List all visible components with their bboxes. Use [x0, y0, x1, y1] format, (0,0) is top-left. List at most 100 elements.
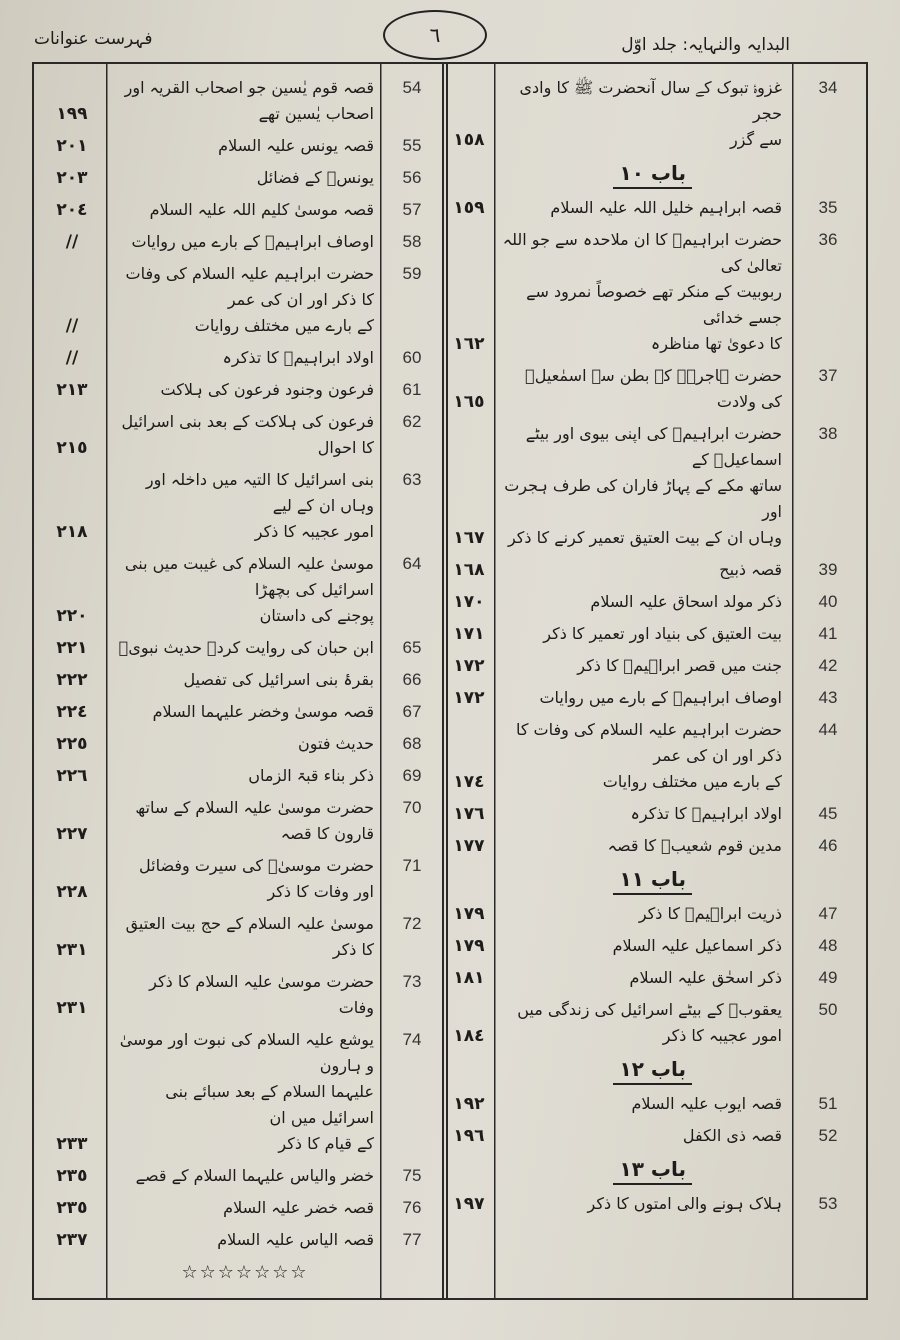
- entry-title: ذکر اسماعیل علیہ السلام: [492, 933, 790, 959]
- entry-number: 41: [818, 624, 838, 643]
- entry-page-number: ٢٢٧: [56, 824, 88, 844]
- chapter-heading: باب ١١: [613, 865, 692, 895]
- table-row: 68 حدیث فتون ٢٢٥: [34, 728, 442, 760]
- entry-page-number: ١٧٦: [453, 804, 485, 824]
- chapter-heading-cell: باب ١٢: [492, 1055, 790, 1085]
- table-row: 58 اوصاف ابراہیمؑ کے بارے میں روایات //: [34, 226, 442, 258]
- entry-title-line: حضرت ابراہیمؑ کی اپنی بیوی اور بیٹے اسما…: [525, 424, 782, 469]
- entry-title-line: قصہ قوم یٰسین جو اصحاب القریہ اور اصحاب …: [124, 78, 374, 123]
- chapter-heading-cell: باب ١٣: [492, 1155, 790, 1185]
- table-row: 53 ہلاک ہونے والی امتوں کا ذکر ١٩٧: [448, 1188, 866, 1220]
- entry-title: بنی اسرائیل کا التیہ میں داخلہ اور وہاں …: [108, 467, 382, 545]
- entry-title-line: ربوبیت کے منکر تھے خصوصاً نمرود سے جسے خ…: [526, 282, 782, 327]
- entry-page-number: ١٨٤: [453, 1026, 485, 1046]
- table-row: 71 حضرت موسیٰؑ کی سیرت وفضائل اور وفات کا…: [34, 850, 442, 908]
- entry-title-line: مدین قوم شعیبؑ کا قصہ: [607, 836, 782, 855]
- entry-page-number: ١٩٩: [56, 104, 88, 124]
- entry-title: اوصاف ابراہیمؑ کے بارے میں روایات: [108, 229, 382, 255]
- entry-title-line: یوشع علیہ السلام کی نبوت اور موسیٰ و ہار…: [119, 1030, 374, 1075]
- entry-page-number: ٢٣٣: [56, 1134, 88, 1154]
- table-row: 57 قصہ موسیٰ کلیم اللہ علیہ السلام ٢٠٤: [34, 194, 442, 226]
- entry-title: حضرت موسیٰؑ کی سیرت وفضائل اور وفات کا ذ…: [108, 853, 382, 905]
- entry-number: 71: [402, 856, 422, 875]
- entry-number: 34: [818, 78, 838, 97]
- entry-title: قصہ خضر علیہ السلام: [108, 1195, 382, 1221]
- entry-page-number: ٢٢١: [56, 638, 88, 658]
- entry-title-line: کا دعویٰ تھا مناظرہ: [650, 334, 782, 353]
- table-row: 42 جنت میں قصر ابراہیمؑ کا ذکر ١٧٢: [448, 650, 866, 682]
- entry-number: 56: [402, 168, 422, 187]
- spacer: [382, 1259, 442, 1287]
- entry-title-line: کے بارے میں مختلف روایات: [602, 772, 782, 791]
- table-row: 70 حضرت موسیٰ علیہ السلام کے ساتھ قارون ک…: [34, 792, 442, 850]
- entry-page-number: ١٦٥: [453, 392, 485, 412]
- entry-page-number: ٢٣٥: [56, 1198, 88, 1218]
- entry-page-number: ١٥٨: [453, 130, 485, 150]
- entry-page-number: ١٩٧: [453, 1194, 485, 1214]
- entry-page-number: ٢٢٦: [56, 766, 88, 786]
- entry-title-line: پوجنے کی داستان: [259, 606, 374, 625]
- entry-title-line: غزوۂ تبوک کے سال آنحضرت ﷺ کا وادی حجر: [519, 78, 782, 123]
- entry-number: 52: [818, 1126, 838, 1145]
- table-row: 63 بنی اسرائیل کا التیہ میں داخلہ اور وہا…: [34, 464, 442, 548]
- entry-title: اولاد ابراہیمؑ کا تذکرہ: [492, 801, 790, 827]
- entry-title-line: کے قیام کا ذکر: [278, 1134, 374, 1153]
- table-row: 59 حضرت ابراہیم علیہ السلام کی وفات کا ذک…: [34, 258, 442, 342]
- entry-title: ذکر بناء قبۃ الزماں: [108, 763, 382, 789]
- entry-title-line: ابن حبان کی روایت کردہ حدیث نبویؐ: [118, 638, 374, 657]
- entry-title-line: حضرت ابراہیمؑ کا ان ملاحدہ سے جو اللہ تع…: [502, 230, 782, 275]
- entry-number: 75: [402, 1166, 422, 1185]
- entry-title-line: بیت العتیق کی بنیاد اور تعمیر کا ذکر: [543, 624, 782, 643]
- end-mark-row: ☆☆☆☆☆☆☆: [34, 1256, 442, 1290]
- table-row: 64 موسیٰ علیہ السلام کی غیبت میں بنی اسرا…: [34, 548, 442, 632]
- table-row: 66 بقرۂ بنی اسرائیل کی تفصیل ٢٢٢: [34, 664, 442, 696]
- entry-title-line: قصہ ایوب علیہ السلام: [631, 1094, 782, 1113]
- entry-page-number: ١٧٠: [453, 592, 485, 612]
- entry-title: قصہ موسیٰ کلیم اللہ علیہ السلام: [108, 197, 382, 223]
- table-row: 45 اولاد ابراہیمؑ کا تذکرہ ١٧٦: [448, 798, 866, 830]
- table-row: 41 بیت العتیق کی بنیاد اور تعمیر کا ذکر ١٧…: [448, 618, 866, 650]
- entry-page-number: ٢٣٥: [56, 1166, 88, 1186]
- entry-title-line: امور عجیبہ کا ذکر: [254, 522, 374, 541]
- entry-number: 55: [402, 136, 422, 155]
- entry-title: اولاد ابراہیمؑ کا تذکرہ: [108, 345, 382, 371]
- entry-number: 42: [818, 656, 838, 675]
- entry-title-line: ساتھ مکے کے پہاڑ فاران کی طرف ہجرت اور: [504, 476, 782, 521]
- entry-number: 47: [818, 904, 838, 923]
- entry-number: 43: [818, 688, 838, 707]
- entry-title-line: قصہ ابراہیم خلیل اللہ علیہ السلام: [550, 198, 782, 217]
- entry-title: حضرت موسیٰ علیہ السلام کا ذکر وفات: [108, 969, 382, 1021]
- entry-title: اوصاف ابراہیمؑ کے بارے میں روایات: [492, 685, 790, 711]
- entry-title: قصہ ابراہیم خلیل اللہ علیہ السلام: [492, 195, 790, 221]
- entry-number: 58: [402, 232, 422, 251]
- entry-page-number: //: [65, 348, 79, 368]
- entry-title-line: کے بارے میں مختلف روایات: [194, 316, 374, 335]
- entry-title-line: جنت میں قصر ابراہیمؑ کا ذکر: [577, 656, 782, 675]
- entry-title: یونسؑ کے فضائل: [108, 165, 382, 191]
- table-row: 40 ذکر مولد اسحاق علیہ السلام ١٧٠: [448, 586, 866, 618]
- entry-page-number: ١٩٢: [453, 1094, 485, 1114]
- entry-number: 62: [402, 412, 422, 431]
- table-row: 47 ذریت ابراہیمؑ کا ذکر ١٧٩: [448, 898, 866, 930]
- entry-title-line: قصہ الیاس علیہ السلام: [217, 1230, 374, 1249]
- entry-title-line: ہلاک ہونے والی امتوں کا ذکر: [587, 1194, 782, 1213]
- end-mark: ☆☆☆☆☆☆☆: [181, 1262, 309, 1283]
- entry-title: مدین قوم شعیبؑ کا قصہ: [492, 833, 790, 859]
- chapter-heading: باب ١٢: [613, 1055, 692, 1085]
- entry-page-number: ١٧٩: [453, 936, 485, 956]
- entry-page-number: ٢٢٢: [56, 670, 88, 690]
- entry-title-line: موسیٰ علیہ السلام کے حج بیت العتیق کا ذک…: [125, 914, 374, 959]
- entry-title: فرعون کی ہلاکت کے بعد بنی اسرائیل کا احو…: [108, 409, 382, 461]
- entry-title: حضرت ہاجرہؑ کے بطن سے اسمٰعیلؑ کی ولادت: [492, 363, 790, 415]
- entry-title-line: وہاں ان کے بیت العتیق تعمیر کرنے کا ذکر: [507, 528, 782, 547]
- entry-title: قصہ یونس علیہ السلام: [108, 133, 382, 159]
- entry-title-line: بنی اسرائیل کا التیہ میں داخلہ اور وہاں …: [145, 470, 374, 515]
- entry-title-line: حضرت ہاجرہؑ کے بطن سے اسمٰعیلؑ کی ولادت: [525, 366, 782, 411]
- table-row: 55 قصہ یونس علیہ السلام ٢٠١: [34, 130, 442, 162]
- table-row: 46 مدین قوم شعیبؑ کا قصہ ١٧٧: [448, 830, 866, 862]
- spacer: [790, 1155, 866, 1185]
- table-row: 35 قصہ ابراہیم خلیل اللہ علیہ السلام ١٥٩: [448, 192, 866, 224]
- entry-page-number: ٢٣٧: [56, 1230, 88, 1250]
- entry-page-number: ٢٢٥: [56, 734, 88, 754]
- entry-number: 37: [818, 366, 838, 385]
